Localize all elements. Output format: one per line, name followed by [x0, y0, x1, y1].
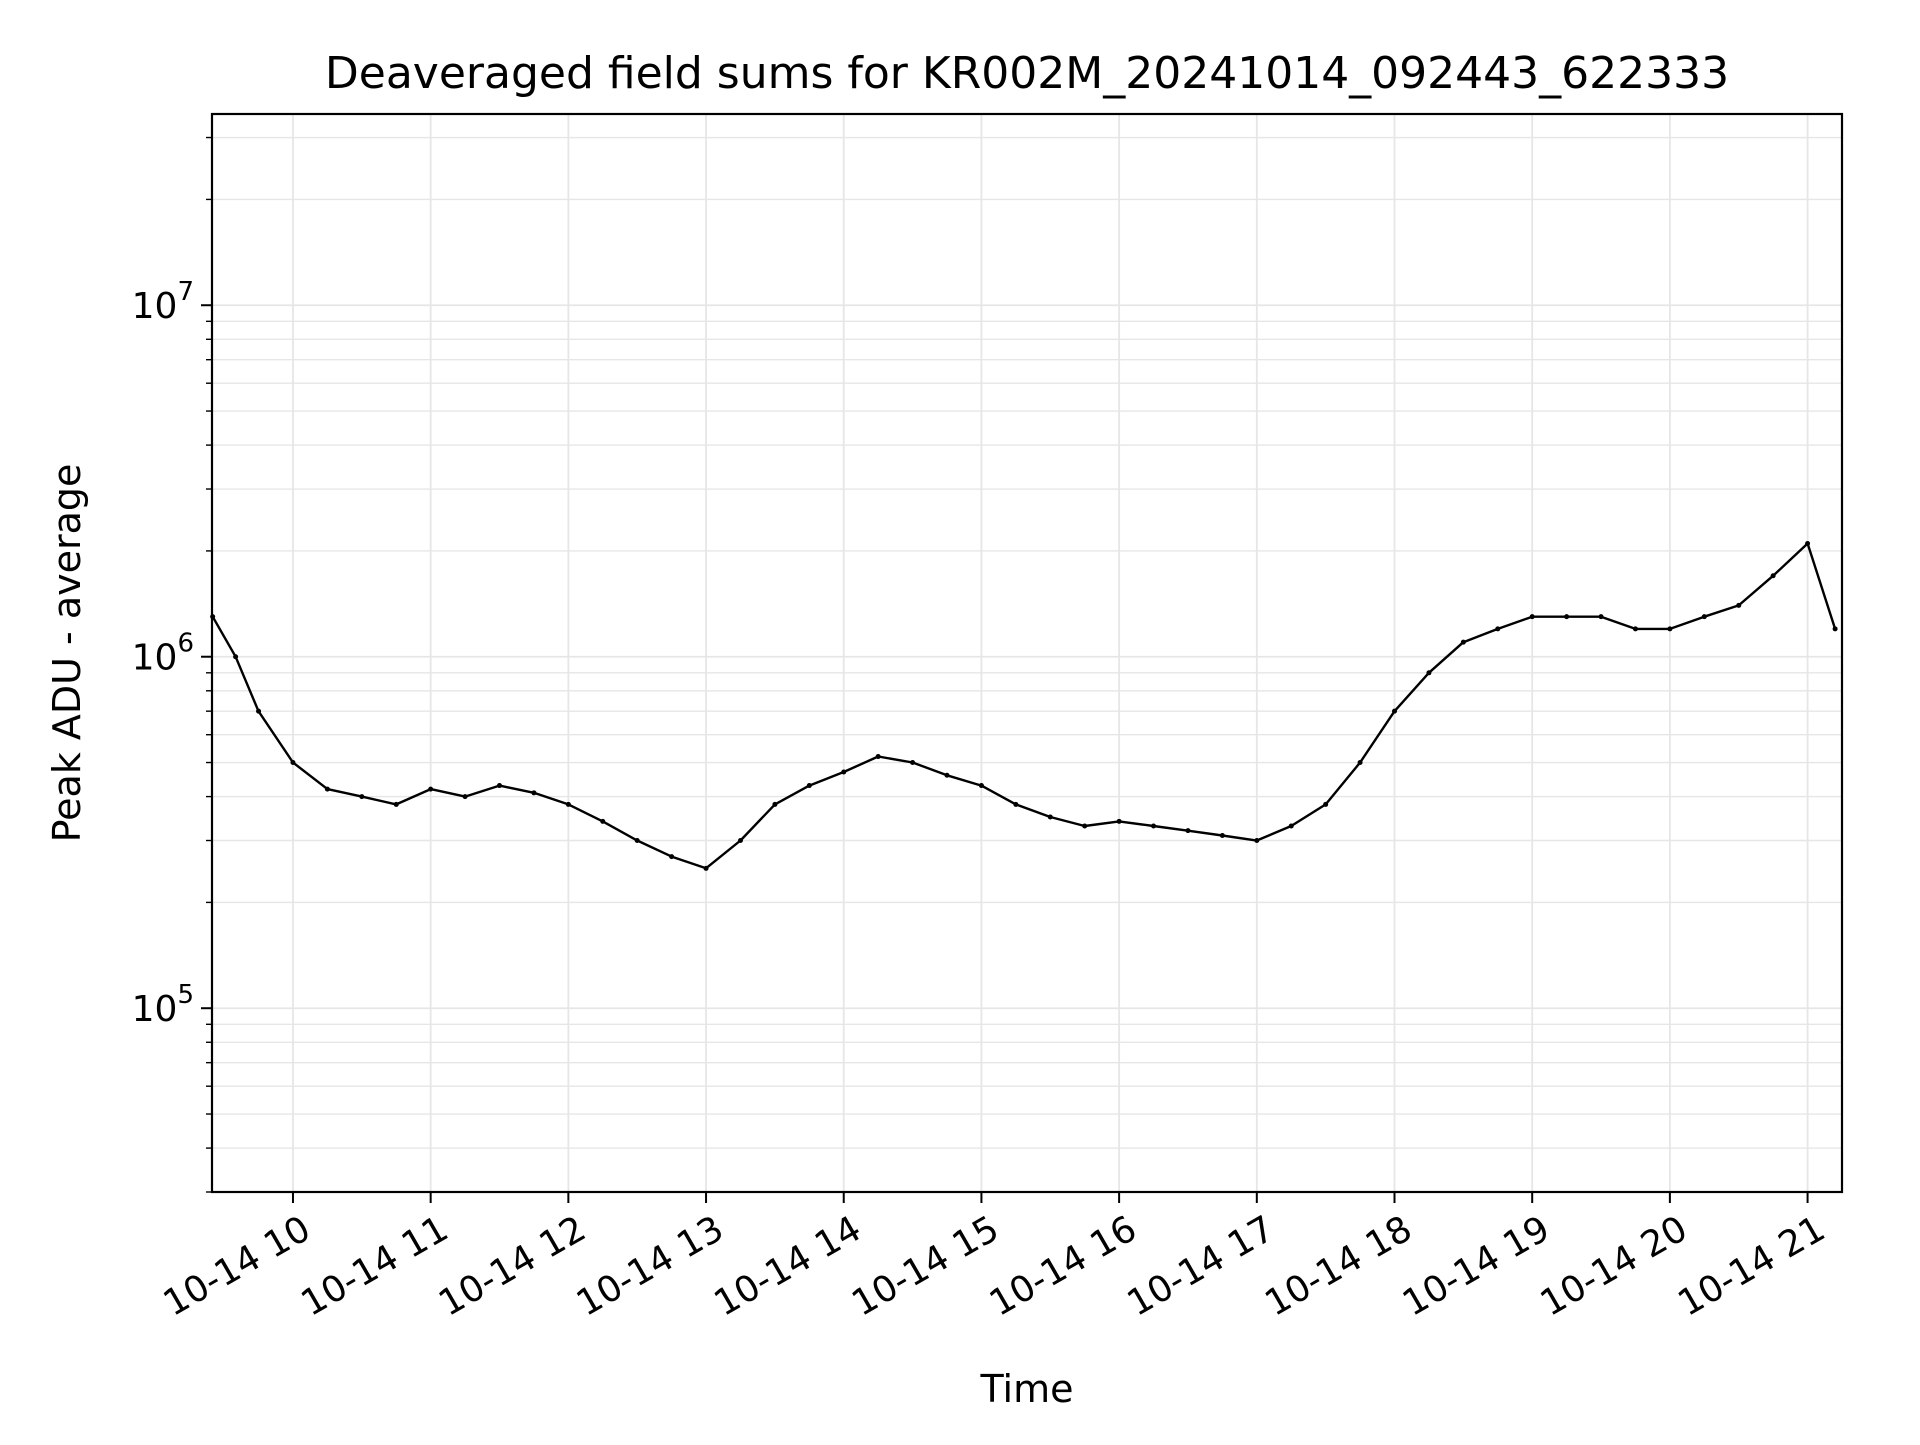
series-point	[1460, 639, 1466, 645]
series-point	[841, 769, 847, 775]
y-tick-label-base: 10	[132, 989, 178, 1030]
series-point	[737, 838, 743, 844]
x-axis-label: Time	[980, 1367, 1074, 1411]
series-point	[806, 783, 812, 789]
series-point	[565, 801, 571, 807]
series-point	[910, 760, 916, 766]
series-point	[1116, 818, 1122, 824]
y-tick-label: 107	[132, 277, 194, 327]
y-tick-label-exponent: 5	[177, 980, 194, 1010]
series-point	[703, 865, 709, 871]
series-point	[1495, 626, 1501, 632]
series-point	[1805, 540, 1811, 546]
series-point	[1701, 614, 1707, 620]
y-tick-label-base: 10	[132, 286, 178, 327]
series-point	[256, 708, 262, 714]
y-tick-label-base: 10	[132, 638, 178, 679]
series-point	[978, 783, 984, 789]
series-point	[359, 794, 365, 800]
series-point	[1736, 602, 1742, 608]
series-point	[428, 786, 434, 792]
series-point	[1632, 626, 1638, 632]
series-layer	[210, 540, 1838, 871]
series-point	[634, 838, 640, 844]
series-point	[497, 783, 503, 789]
series-point	[1013, 801, 1019, 807]
series-point	[1219, 833, 1225, 839]
series-point	[1392, 708, 1398, 714]
series-point	[875, 754, 881, 760]
series-point	[1047, 814, 1053, 820]
series-point	[233, 654, 239, 660]
series-point	[1151, 823, 1157, 829]
y-tick-label-exponent: 7	[177, 277, 194, 307]
series-point	[1832, 626, 1838, 632]
series-point	[772, 801, 778, 807]
series-point	[1288, 823, 1294, 829]
series-point	[1598, 614, 1604, 620]
series-point	[1770, 573, 1776, 579]
series-point	[393, 801, 399, 807]
y-axis-label: Peak ADU - average	[45, 464, 89, 843]
series-point	[944, 772, 950, 778]
series-point	[1082, 823, 1088, 829]
y-tick-label: 105	[132, 980, 194, 1030]
series-point	[531, 790, 537, 796]
y-tick-label-exponent: 6	[177, 629, 194, 659]
series-point	[600, 818, 606, 824]
series-point	[1357, 760, 1363, 766]
grid-lines	[212, 114, 1842, 1193]
series-point	[1323, 801, 1329, 807]
series-point	[1667, 626, 1673, 632]
series-point	[1426, 670, 1432, 676]
chart-title: Deaveraged field sums for KR002M_2024101…	[325, 48, 1729, 99]
series-point	[462, 794, 468, 800]
series-point	[669, 854, 675, 860]
series-point	[290, 760, 296, 766]
series-point	[1185, 828, 1191, 834]
plot-frame	[210, 112, 1844, 1194]
series-point	[1529, 614, 1535, 620]
y-tick-label: 106	[132, 629, 194, 679]
series-point	[324, 786, 330, 792]
series-point	[1254, 838, 1260, 844]
series-point	[1564, 614, 1570, 620]
